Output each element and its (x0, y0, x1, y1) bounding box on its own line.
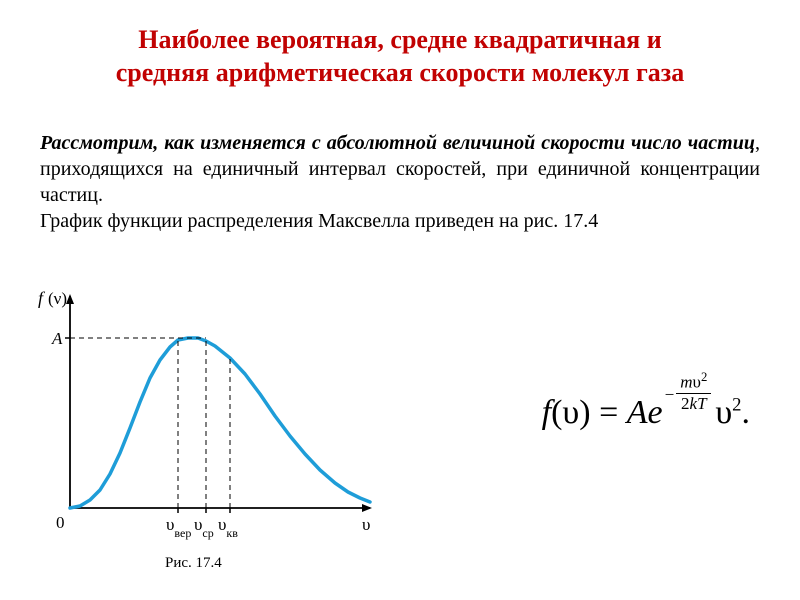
exp-num-m: m (680, 373, 692, 392)
exp-den-2: 2 (681, 394, 690, 413)
exp-den-T: T (697, 394, 706, 413)
svg-text:0: 0 (56, 513, 65, 532)
body-para2: График функции распределения Максвелла п… (40, 210, 598, 232)
exp-num-sup: 2 (701, 370, 707, 384)
formula-exp-minus: − (665, 385, 675, 405)
formula-A: A (627, 394, 648, 431)
formula-trail-sup: 2 (732, 395, 741, 416)
svg-text:(ν): (ν) (48, 289, 67, 308)
formula-trail-u: υ (715, 394, 732, 431)
page-title: Наиболее вероятная, средне квадратичная … (30, 24, 770, 89)
figure-caption: Рис. 17.4 (165, 555, 222, 572)
formula-f: f (542, 394, 551, 431)
chart-svg: Af(ν) 0 υ υверυсрυкв (30, 278, 390, 548)
formula-exp-frac: mυ2 2kT (676, 370, 711, 414)
svg-text:A: A (51, 329, 63, 348)
formula-e: e (648, 394, 663, 431)
svg-text:υкв: υкв (218, 515, 238, 540)
body-bold-lead: Рассмотрим, как изменяется с абсолютной … (40, 132, 755, 154)
body-paragraph: Рассмотрим, как изменяется с абсолютной … (40, 130, 760, 234)
maxwell-chart: Af(ν) 0 υ υверυсрυкв (30, 278, 390, 548)
exp-num-u: υ (693, 373, 701, 392)
svg-text:υвер: υвер (166, 515, 191, 540)
exp-den-k: k (690, 394, 698, 413)
formula-arg: υ (562, 394, 579, 431)
title-line2: средняя арифметическая скорости молекул … (116, 58, 685, 87)
title-line1: Наиболее вероятная, средне квадратичная … (138, 25, 661, 54)
svg-text:f: f (38, 288, 46, 308)
svg-text:υср: υср (194, 515, 214, 540)
maxwell-formula: f(υ) = Ae− mυ2 2kT υ2. (542, 370, 750, 432)
svg-text:υ: υ (362, 515, 370, 534)
formula-eq: = (599, 394, 618, 431)
formula-period: . (742, 394, 751, 431)
